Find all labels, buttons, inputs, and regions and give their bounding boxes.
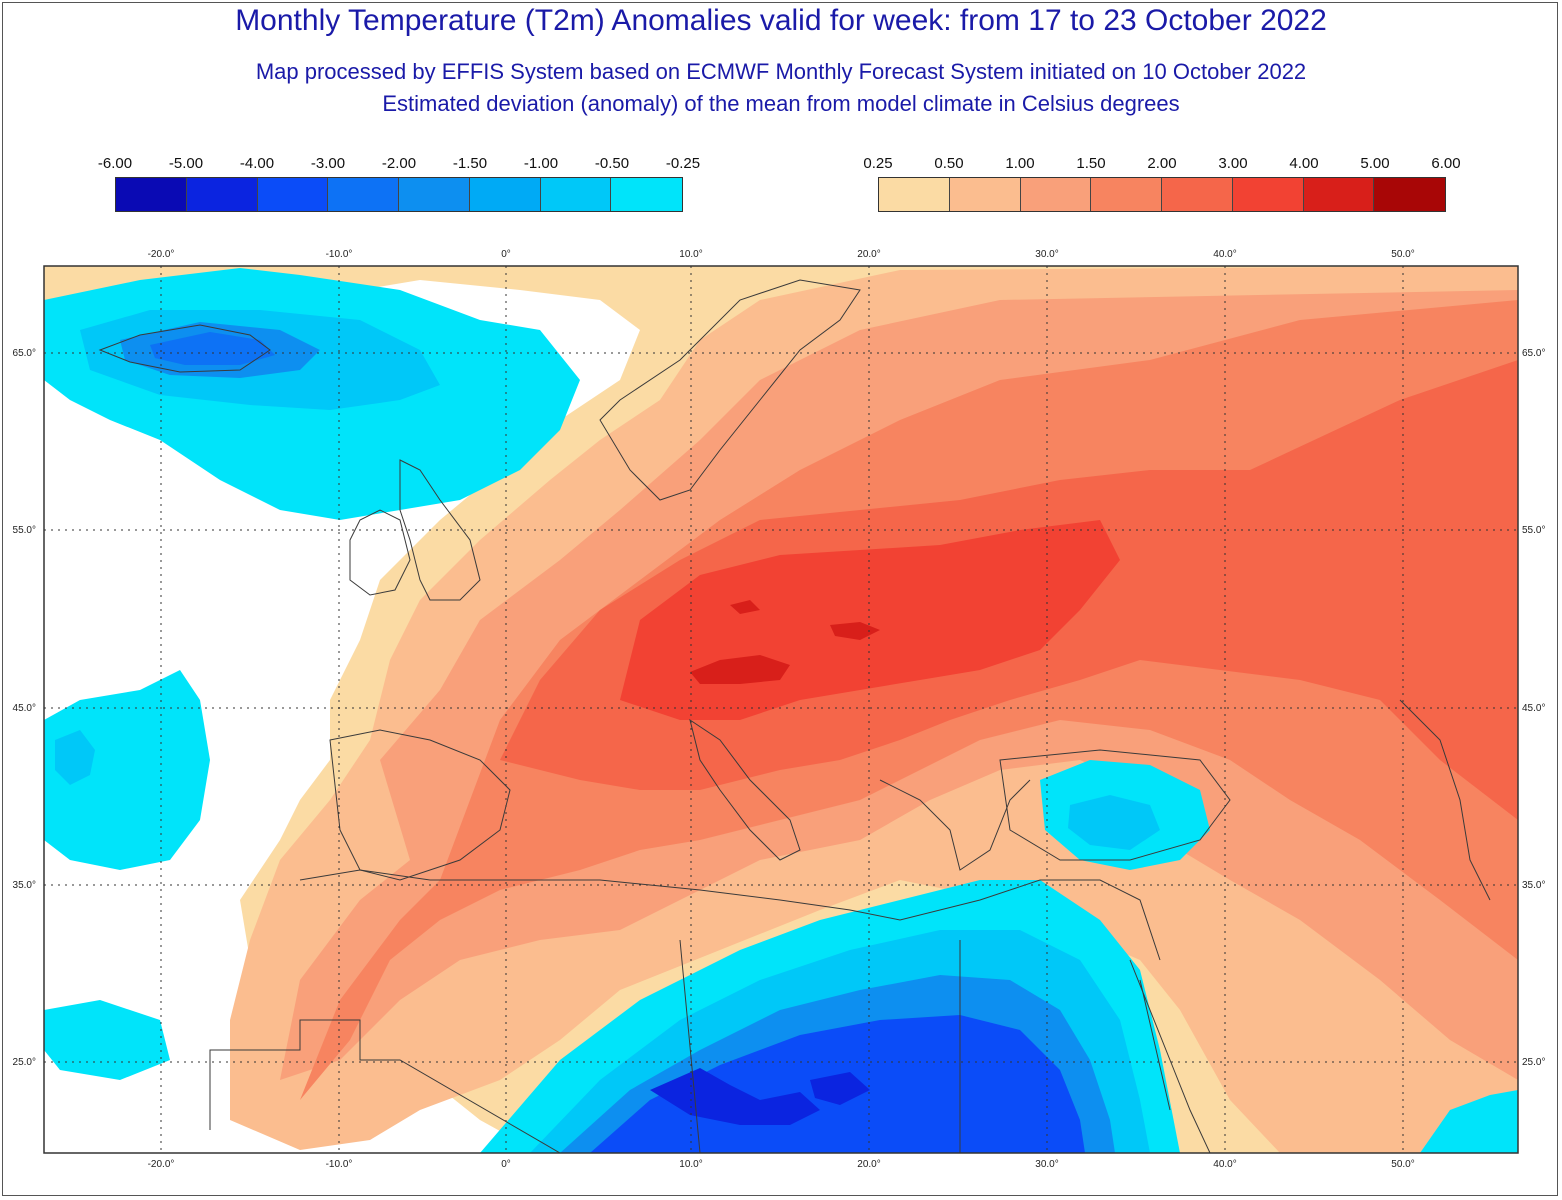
longitude-label-bottom: 50.0° bbox=[1391, 1159, 1414, 1170]
longitude-label-bottom: 0° bbox=[501, 1159, 511, 1170]
longitude-label-top: 10.0° bbox=[679, 249, 702, 260]
longitude-label-bottom: 40.0° bbox=[1213, 1159, 1236, 1170]
legend-negative: -6.00 -5.00 -4.00 -3.00 -2.00 -1.50 -1.00 -0.50… bbox=[98, 155, 700, 215]
longitude-label-bottom: 20.0° bbox=[857, 1159, 880, 1170]
latitude-label-right: 25.0° bbox=[1522, 1057, 1545, 1068]
map-title: Monthly Temperature (T2m) Anomalies vali… bbox=[235, 4, 1327, 37]
legend-pos-swatch-6 bbox=[1303, 178, 1375, 211]
map-fields bbox=[44, 266, 1518, 1153]
legend-pos-swatch-2 bbox=[1020, 178, 1092, 211]
legend-neg-swatch-7 bbox=[611, 178, 682, 211]
longitude-label-top: 20.0° bbox=[857, 249, 880, 260]
map-subtitle-description: Estimated deviation (anomaly) of the mea… bbox=[382, 91, 1180, 116]
legend-pos-swatch-3 bbox=[1091, 178, 1162, 211]
latitude-label-right: 65.0° bbox=[1522, 348, 1545, 359]
legend-pos-label-1: 0.50 bbox=[934, 155, 964, 172]
latitude-label-left: 35.0° bbox=[13, 880, 36, 891]
graticule bbox=[44, 266, 1518, 1153]
britain-outline bbox=[399, 459, 481, 601]
cold-turkey-core bbox=[1068, 795, 1160, 850]
legend-pos-label-7: 5.00 bbox=[1360, 155, 1390, 172]
longitude-label-bottom: -20.0° bbox=[148, 1159, 175, 1170]
legend-pos-swatch-4 bbox=[1162, 178, 1233, 211]
anomaly-4.00-region bbox=[690, 600, 880, 684]
legend-neg-swatch-4 bbox=[399, 178, 470, 211]
longitude-label-top: 40.0° bbox=[1213, 249, 1236, 260]
black-sea-turkey-outline bbox=[999, 749, 1231, 861]
cold-canary-blob bbox=[44, 1000, 170, 1080]
legend-pos-swatch-1 bbox=[949, 178, 1021, 211]
legend-neg-swatch-2 bbox=[257, 178, 329, 211]
legend-neg-label-4: -2.00 bbox=[381, 155, 417, 172]
north-africa-coast bbox=[299, 869, 1161, 961]
legend-neg-swatch-5 bbox=[469, 178, 541, 211]
longitude-label-bottom: 10.0° bbox=[679, 1159, 702, 1170]
legend-pos-label-3: 1.50 bbox=[1076, 155, 1106, 172]
map-subtitle-processing: Map processed by EFFIS System based on E… bbox=[255, 59, 1307, 84]
latitude-label-right: 55.0° bbox=[1522, 525, 1545, 536]
legend-neg-label-8: -0.25 bbox=[665, 155, 701, 172]
coastlines bbox=[98, 279, 1491, 1153]
longitude-labels-top: -20.0° -10.0° 0° 10.0° 20.0° 30.0° 40.0° 50.0° bbox=[148, 249, 1415, 260]
latitude-label-left: 25.0° bbox=[13, 1057, 36, 1068]
legend-pos-label-4: 2.00 bbox=[1147, 155, 1177, 172]
legend-neg-swatch-3 bbox=[328, 178, 399, 211]
cold-sahara-4.00 bbox=[650, 1068, 870, 1125]
legend-pos-label-6: 4.00 bbox=[1289, 155, 1319, 172]
iberia-outline bbox=[329, 729, 511, 881]
legend-neg-label-2: -4.00 bbox=[239, 155, 275, 172]
legend-pos-label-5: 3.00 bbox=[1218, 155, 1248, 172]
legend-neg-label-7: -0.50 bbox=[594, 155, 630, 172]
cold-atlantic-core bbox=[55, 730, 95, 785]
longitude-label-bottom: 30.0° bbox=[1035, 1159, 1058, 1170]
western-sahara-border bbox=[209, 1019, 561, 1153]
latitude-label-left: 65.0° bbox=[13, 348, 36, 359]
longitude-label-top: 0° bbox=[501, 249, 511, 260]
latitude-label-left: 55.0° bbox=[13, 525, 36, 536]
legend-neg-swatch-0 bbox=[116, 178, 187, 211]
legend-pos-swatch-7 bbox=[1374, 178, 1445, 211]
longitude-label-top: -10.0° bbox=[326, 249, 353, 260]
map-border bbox=[43, 265, 1519, 1154]
legend-pos-swatch-5 bbox=[1232, 178, 1304, 211]
legend-positive-colorbar bbox=[878, 177, 1446, 212]
caspian-outline bbox=[1399, 699, 1491, 901]
latitude-label-left: 45.0° bbox=[13, 703, 36, 714]
legend-positive-labels: 0.25 0.50 1.00 1.50 2.00 3.00 4.00 5.00 6.00 bbox=[863, 155, 1460, 177]
iceland-outline bbox=[98, 324, 271, 373]
scandinavia-outline bbox=[599, 279, 861, 501]
legend-neg-label-0: -6.00 bbox=[97, 155, 133, 172]
legend-pos-label-2: 1.00 bbox=[1005, 155, 1035, 172]
legend-neg-swatch-6 bbox=[540, 178, 612, 211]
legend-neg-label-5: -1.50 bbox=[452, 155, 488, 172]
longitude-label-top: 30.0° bbox=[1035, 249, 1058, 260]
greece-outline bbox=[879, 779, 1031, 871]
italy-outline bbox=[689, 718, 801, 861]
latitude-labels-left: 65.0° 55.0° 45.0° 35.0° 25.0° bbox=[13, 348, 36, 1068]
legend-pos-swatch-0 bbox=[879, 178, 950, 211]
longitude-label-bottom: -10.0° bbox=[326, 1159, 353, 1170]
latitude-labels-right: 65.0° 55.0° 45.0° 35.0° 25.0° bbox=[1522, 348, 1545, 1068]
longitude-label-top: 50.0° bbox=[1391, 249, 1414, 260]
cold-atlantic-blob bbox=[44, 670, 210, 870]
legend-positive: 0.25 0.50 1.00 1.50 2.00 3.00 4.00 5.00 6.00 bbox=[863, 155, 1461, 215]
longitude-labels-bottom: -20.0° -10.0° 0° 10.0° 20.0° 30.0° 40.0° 50.0° bbox=[148, 1159, 1415, 1170]
longitude-label-top: -20.0° bbox=[148, 249, 175, 260]
legend-pos-label-8: 6.00 bbox=[1431, 155, 1461, 172]
cold-arabia-patch bbox=[1420, 1090, 1518, 1153]
legend-neg-label-3: -3.00 bbox=[310, 155, 346, 172]
legend-neg-label-6: -1.00 bbox=[523, 155, 559, 172]
legend-pos-label-0: 0.25 bbox=[863, 155, 893, 172]
legend-negative-colorbar bbox=[115, 177, 683, 212]
ireland-outline bbox=[349, 509, 411, 596]
latitude-label-right: 45.0° bbox=[1522, 703, 1545, 714]
legend-neg-label-1: -5.00 bbox=[168, 155, 204, 172]
legend-neg-swatch-1 bbox=[186, 178, 258, 211]
latitude-label-right: 35.0° bbox=[1522, 880, 1545, 891]
north-africa-borders bbox=[679, 939, 1171, 1153]
cold-iceland-region-2.00 bbox=[150, 332, 275, 365]
legend-negative-labels: -6.00 -5.00 -4.00 -3.00 -2.00 -1.50 -1.00 -0.50… bbox=[98, 155, 700, 177]
